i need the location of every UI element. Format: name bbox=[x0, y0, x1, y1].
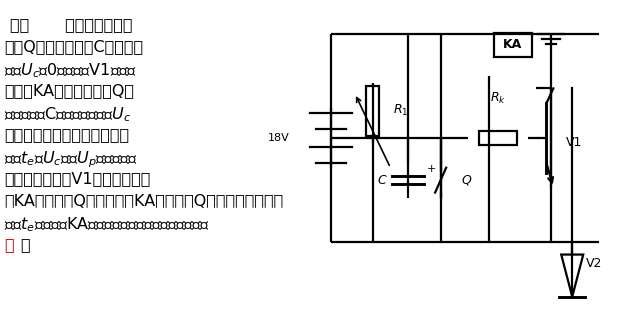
Text: 器: 器 bbox=[4, 237, 14, 252]
Text: $R_k$: $R_k$ bbox=[489, 91, 506, 106]
Bar bbox=[479, 131, 517, 145]
Text: C: C bbox=[378, 174, 386, 187]
Text: 继电器KA释放，当开关Q断: 继电器KA释放，当开关Q断 bbox=[4, 83, 134, 98]
Text: 此时$U_c$＝0，晶体管V1截止，: 此时$U_c$＝0，晶体管V1截止， bbox=[4, 61, 137, 80]
Bar bbox=[366, 86, 379, 136]
Text: V1: V1 bbox=[566, 137, 583, 149]
Text: 时间$t_e$，继电器KA才再吸合，所以称为延时吸合继电: 时间$t_e$，继电器KA才再吸合，所以称为延时吸合继电 bbox=[4, 215, 210, 234]
Text: V2: V2 bbox=[586, 257, 603, 270]
Text: 在图       中可以看出，当: 在图 中可以看出，当 bbox=[10, 17, 132, 32]
Text: 时间$t_e$，继电器KA才再吸合，所以称为延时吸合继电: 时间$t_e$，继电器KA才再吸合，所以称为延时吸合继电 bbox=[4, 215, 210, 234]
Text: 开关Q接通时，电容C被短路，: 开关Q接通时，电容C被短路， bbox=[4, 39, 143, 54]
Text: KA: KA bbox=[503, 38, 522, 51]
Text: Q: Q bbox=[462, 174, 472, 187]
Text: 开始由零逐渐增大。经过一定: 开始由零逐渐增大。经过一定 bbox=[4, 127, 129, 142]
Text: 器KA吸合。当Q再接通时，KA释放，当Q再断开后经过延时: 器KA吸合。当Q再接通时，KA释放，当Q再断开后经过延时 bbox=[4, 193, 283, 208]
Text: 时间$t_e$后$U_c$＝－$U_p$（称为门限: 时间$t_e$后$U_c$＝－$U_p$（称为门限 bbox=[4, 149, 138, 170]
Text: +: + bbox=[426, 164, 436, 174]
Bar bbox=[494, 33, 531, 57]
Text: 电压），晶体管V1导通，使继电: 电压），晶体管V1导通，使继电 bbox=[4, 171, 150, 186]
Text: 开，电容器C充电，两端电压$U_c$: 开，电容器C充电，两端电压$U_c$ bbox=[4, 105, 131, 124]
Text: 18V: 18V bbox=[268, 133, 289, 143]
Text: 器。: 器。 bbox=[4, 237, 23, 252]
Text: 。: 。 bbox=[20, 237, 30, 252]
Text: $R_1$: $R_1$ bbox=[394, 103, 409, 118]
